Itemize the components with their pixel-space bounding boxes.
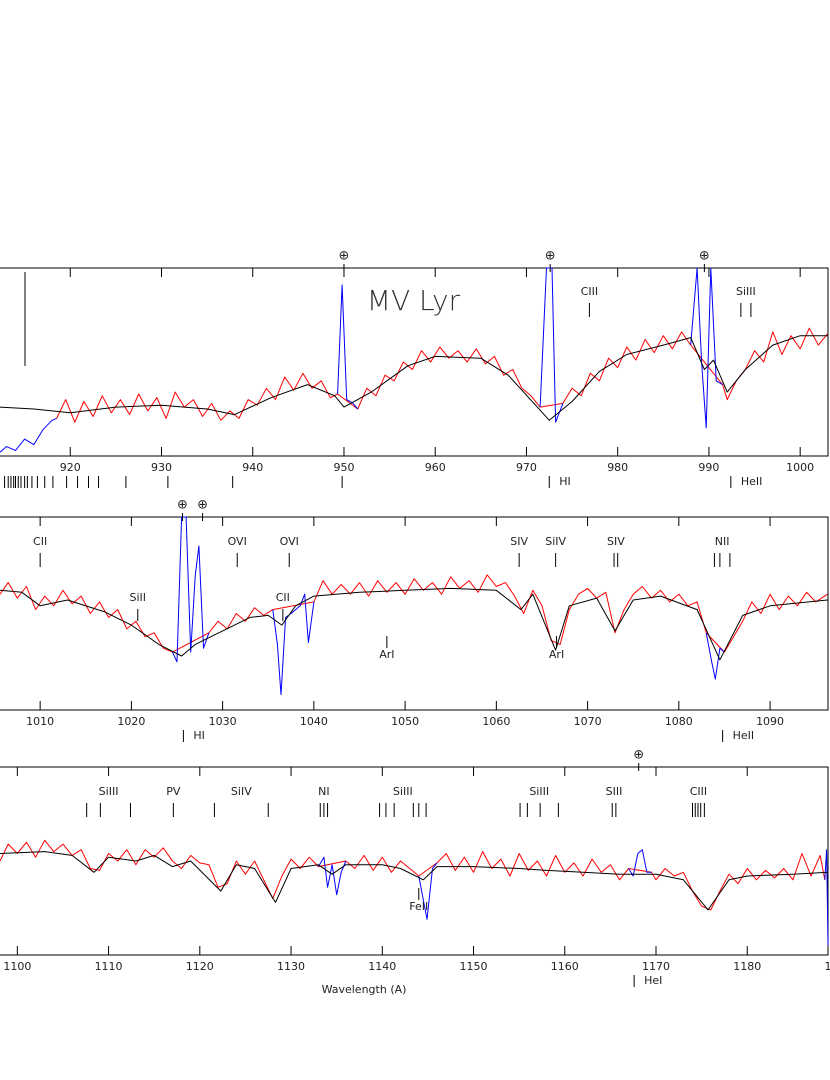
line-id-label: NI (318, 785, 329, 798)
x-tick-label: 1120 (186, 960, 214, 973)
line-id-label: OVI (228, 535, 247, 548)
line-id-label: SIV (607, 535, 625, 548)
x-tick-label: 1110 (95, 960, 123, 973)
plot-frame (0, 766, 829, 956)
x-tick-label: 970 (516, 461, 537, 474)
x-tick-label: 1180 (733, 960, 761, 973)
x-tick-label: 930 (151, 461, 172, 474)
telluric-symbol: ⊕ (633, 748, 644, 763)
x-tick-label: 1010 (26, 715, 54, 728)
spectrum-line (0, 587, 828, 661)
x-tick-label: 940 (242, 461, 263, 474)
x-tick-label: 1020 (117, 715, 145, 728)
line-id-label: SiIV (545, 535, 566, 548)
line-id-label: SiIII (393, 785, 413, 798)
telluric-symbol: ⊕ (339, 249, 350, 264)
telluric-symbol: ⊕ (177, 498, 188, 513)
spectrum-line (0, 574, 828, 653)
line-id-label: SiIII (736, 285, 756, 298)
plot-frame (0, 516, 829, 711)
line-id-label: ArI (549, 648, 564, 661)
telluric-symbol: ⊕ (545, 249, 556, 264)
line-id-label: SiIII (99, 785, 119, 798)
object-name: MV Lyr (367, 284, 461, 317)
species-label: HeI (644, 974, 662, 987)
x-tick-label: 1070 (574, 715, 602, 728)
line-id-label: SiIII (529, 785, 549, 798)
plot-frame (0, 267, 829, 457)
x-tick-label: 1100 (3, 960, 31, 973)
x-tick-label: 920 (60, 461, 81, 474)
x-tick-label: 1150 (460, 960, 488, 973)
line-id-label: SIII (606, 785, 623, 798)
line-id-label: SIV (510, 535, 528, 548)
x-tick-label: 1060 (482, 715, 510, 728)
spectrum-line (0, 267, 723, 453)
line-id-label: SiIV (231, 785, 252, 798)
spectrum-line (0, 851, 829, 911)
line-id-label: CII (33, 535, 47, 548)
species-label: HeII (741, 475, 763, 488)
line-id-label: OVI (280, 535, 299, 548)
spectrum-line (317, 849, 829, 946)
line-id-label: NII (715, 535, 730, 548)
spectrum-line (0, 335, 828, 421)
line-id-label: SiII (130, 591, 147, 604)
line-id-label: CIII (690, 785, 707, 798)
x-tick-label: 1030 (209, 715, 237, 728)
x-tick-label: 1090 (756, 715, 784, 728)
line-id-label: FeII (409, 900, 428, 913)
x-tick-label: 1000 (786, 461, 814, 474)
spectrum-line (0, 839, 826, 911)
x-tick-label: 1040 (300, 715, 328, 728)
x-axis-label: Wavelength (A) (322, 983, 407, 996)
x-tick-label: 1050 (391, 715, 419, 728)
spectrum-line (171, 516, 725, 696)
line-id-label: PV (166, 785, 181, 798)
line-id-label: CIII (581, 285, 598, 298)
x-tick-label: 1140 (368, 960, 396, 973)
x-tick-label: 1160 (551, 960, 579, 973)
species-label: HeII (733, 729, 755, 742)
x-tick-label: 960 (425, 461, 446, 474)
line-id-label: ArI (379, 648, 394, 661)
x-tick-label: 950 (333, 461, 354, 474)
x-tick-label: 980 (607, 461, 628, 474)
x-tick-label: 990 (698, 461, 719, 474)
x-tick-label: 1080 (665, 715, 693, 728)
x-tick-label: 1170 (642, 960, 670, 973)
species-label: HI (559, 475, 571, 488)
species-label: HI (193, 729, 205, 742)
telluric-symbol: ⊕ (197, 498, 208, 513)
spectrum-line (56, 327, 828, 423)
telluric-symbol: ⊕ (699, 249, 710, 264)
line-id-label: CII (276, 591, 290, 604)
x-tick-label: 1130 (277, 960, 305, 973)
x-tick-label: 1190 (824, 960, 830, 973)
